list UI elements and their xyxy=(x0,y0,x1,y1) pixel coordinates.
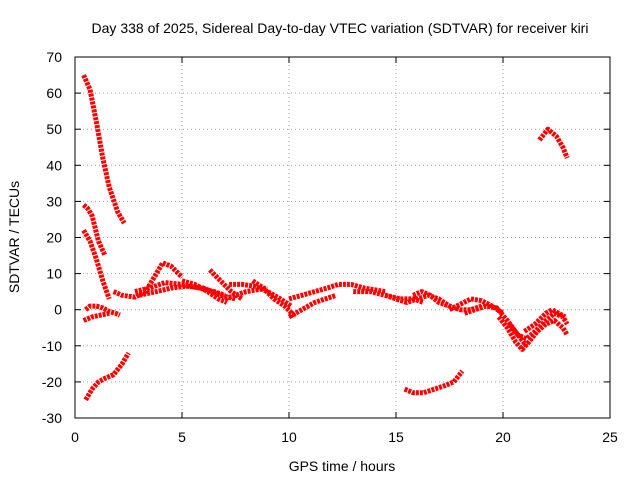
series-arc-1 xyxy=(81,74,127,225)
series-arc-16 xyxy=(287,292,337,320)
y-tick-label: -10 xyxy=(42,338,62,354)
y-tick-label: 60 xyxy=(46,85,62,101)
grid-lines xyxy=(75,57,610,418)
series-arc-15 xyxy=(288,281,386,302)
x-tick-label: 15 xyxy=(388,429,404,445)
y-tick-label: 0 xyxy=(54,302,62,318)
series-arc-4 xyxy=(84,303,121,318)
y-tick-label: -30 xyxy=(42,410,62,426)
series-arc-19 xyxy=(412,289,461,313)
x-tick-label: 10 xyxy=(281,429,297,445)
y-tick-label: 50 xyxy=(46,121,62,137)
y-tick-label: 30 xyxy=(46,193,62,209)
data-series xyxy=(81,74,570,402)
y-tick-label: 20 xyxy=(46,230,62,246)
x-tick-label: 20 xyxy=(495,429,511,445)
x-axis-label: GPS time / hours xyxy=(289,458,396,474)
series-arc-2 xyxy=(81,203,108,257)
series-arc-24 xyxy=(522,307,567,334)
y-tick-label: 70 xyxy=(46,49,62,65)
y-tick-label: 10 xyxy=(46,266,62,282)
y-tick-label: 40 xyxy=(46,157,62,173)
y-axis-label: SDTVAR / TECUs xyxy=(6,181,22,293)
series-arc-25 xyxy=(537,126,570,160)
series-arc-3 xyxy=(81,229,112,300)
series-arc-6 xyxy=(83,351,131,402)
series-arc-10 xyxy=(181,278,228,305)
x-tick-label: 5 xyxy=(178,429,186,445)
x-tick-label: 0 xyxy=(71,429,79,445)
series-arc-9 xyxy=(138,283,237,302)
axis-ticks: 0 5 10 15 20 25 -30 -20 -10 0 10 20 30 40 50 60 70 xyxy=(42,49,618,445)
series-arc-26 xyxy=(403,369,465,396)
series-arc-22 xyxy=(496,315,570,352)
series-arc-14 xyxy=(251,278,298,319)
series-arc-5 xyxy=(82,310,110,323)
series-arc-7 xyxy=(112,260,184,300)
series-arc-21 xyxy=(463,303,529,348)
y-tick-label: -20 xyxy=(42,374,62,390)
series-arc-17 xyxy=(353,289,425,305)
series-arc-13 xyxy=(224,285,269,302)
x-tick-label: 25 xyxy=(602,429,618,445)
chart-title: Day 338 of 2025, Sidereal Day-to-day VTE… xyxy=(92,20,589,36)
